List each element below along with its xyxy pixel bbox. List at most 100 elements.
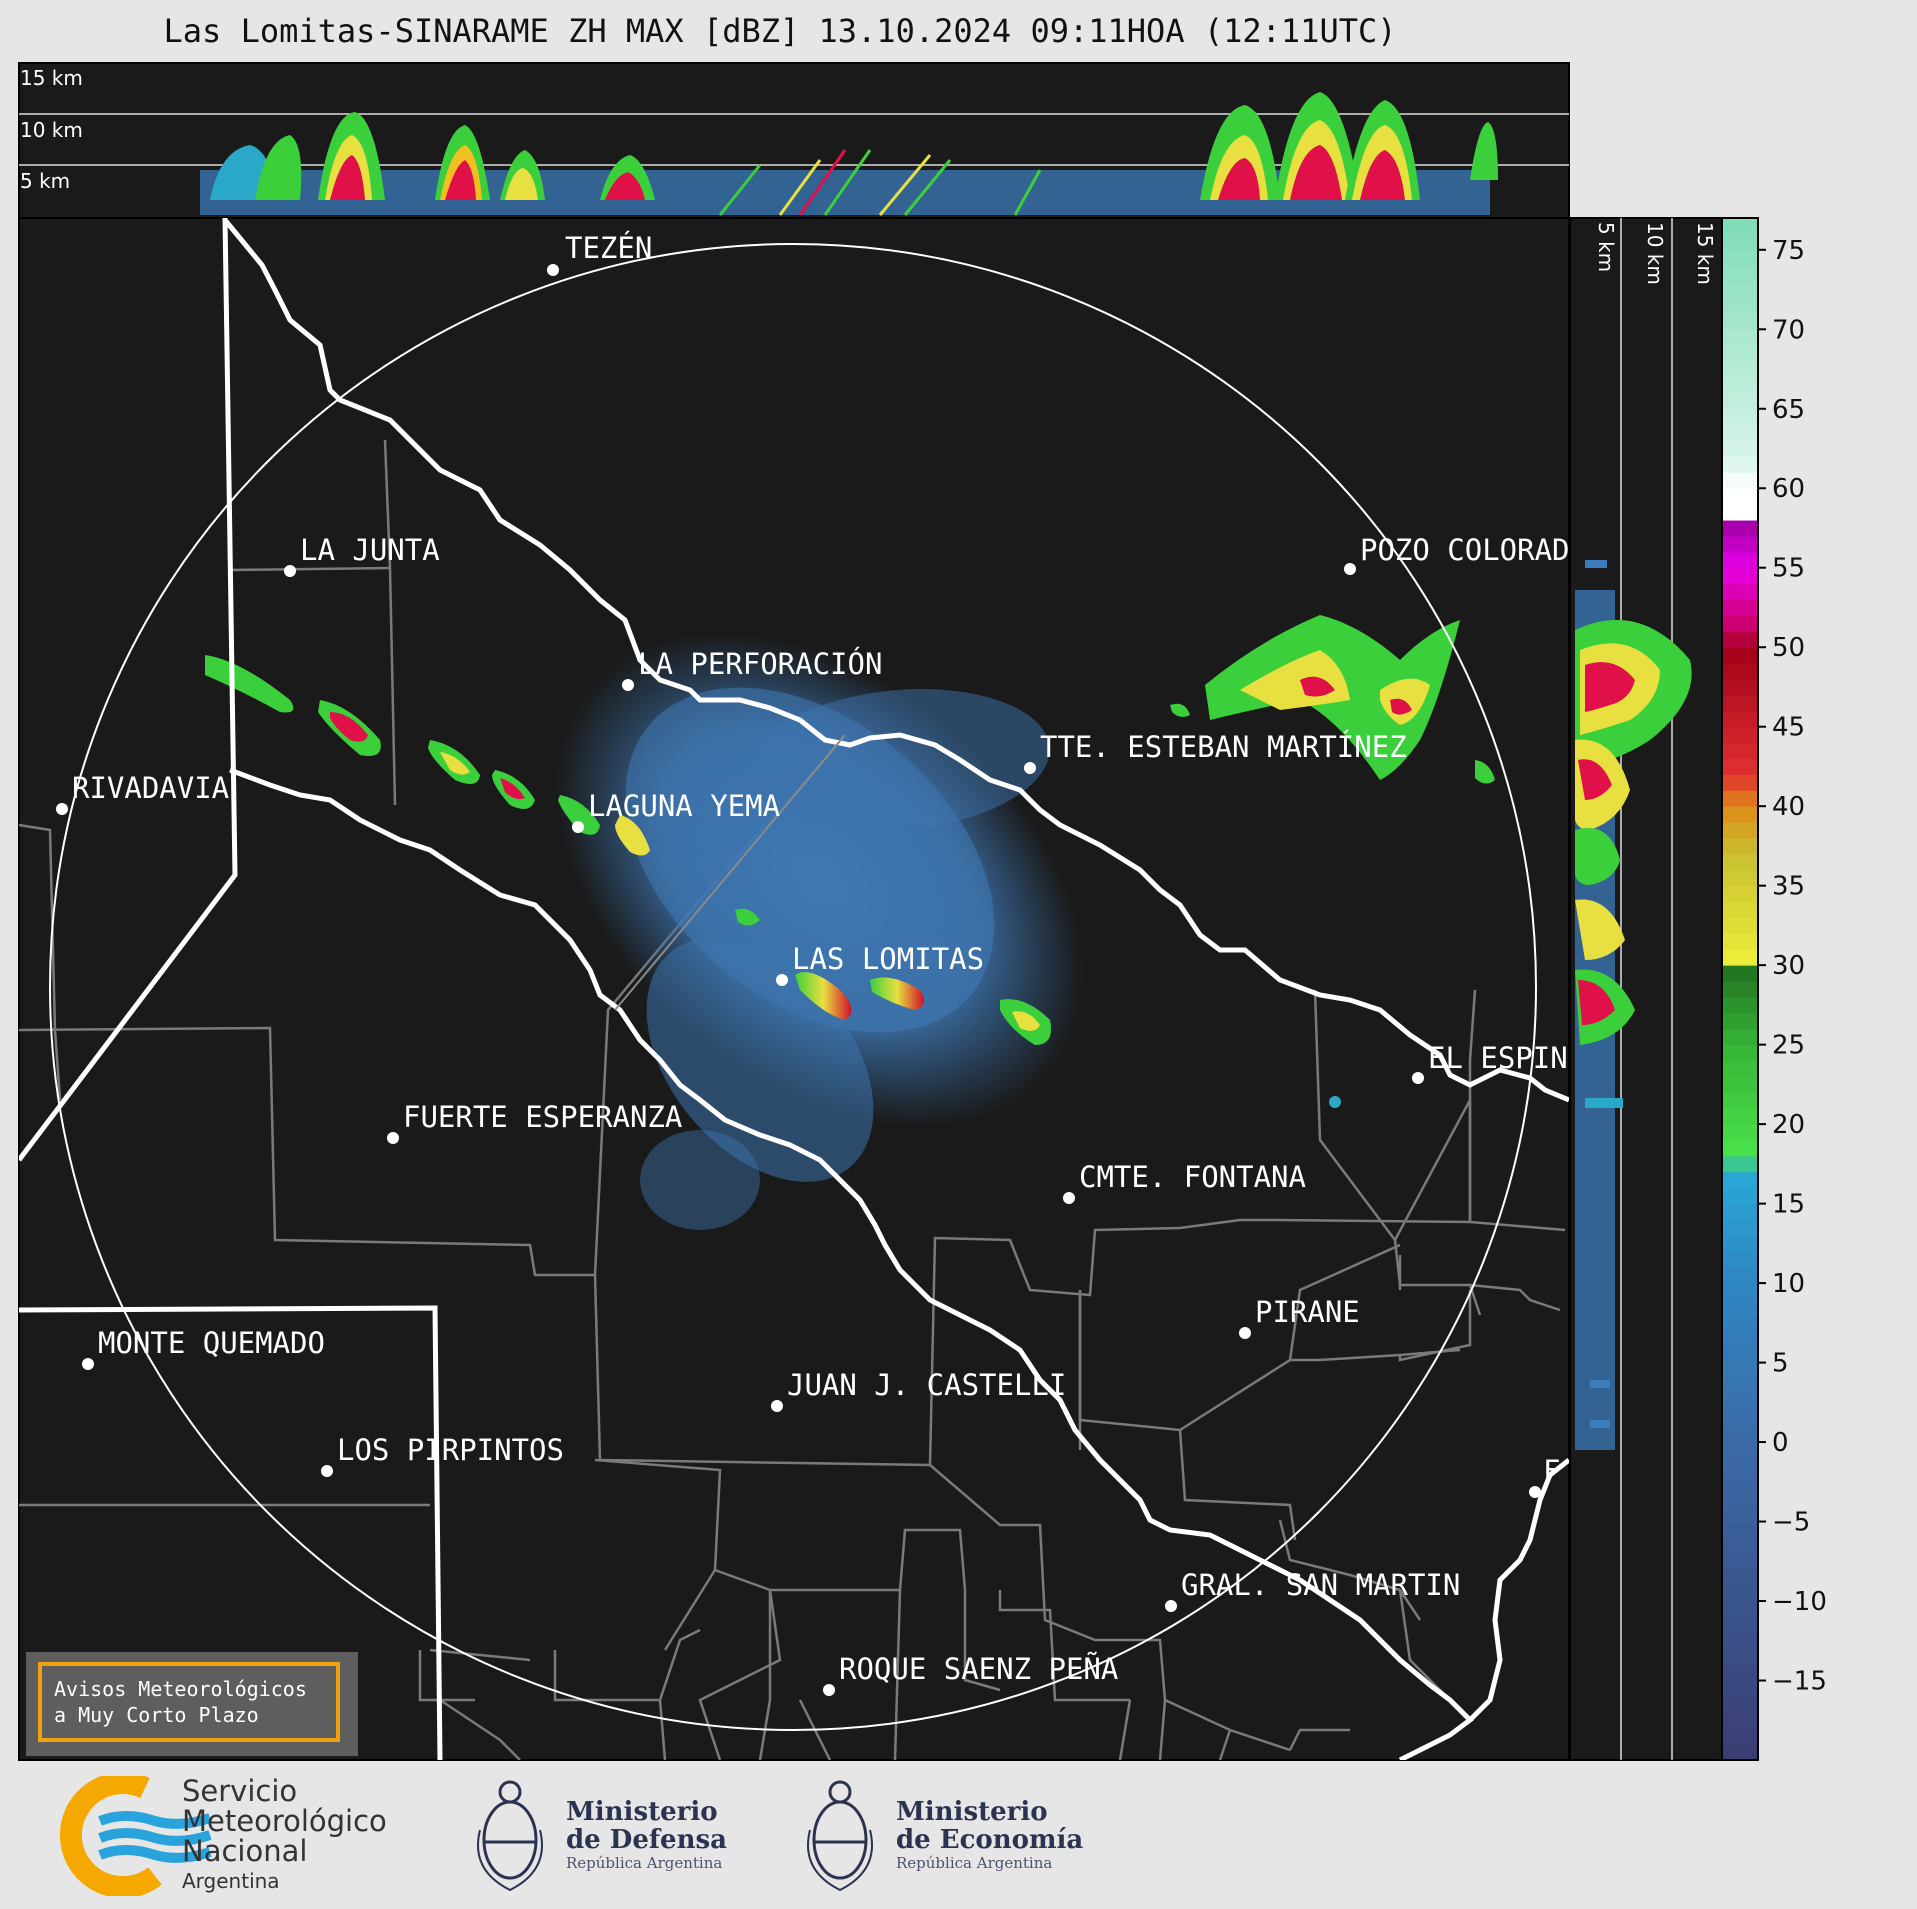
colorbar-band	[1722, 694, 1758, 712]
colorbar-band	[1722, 1585, 1758, 1602]
colorbar-band	[1722, 440, 1758, 457]
label-pozo-colorado: POZO COLORAD	[1360, 533, 1570, 567]
defensa-text: Ministerio de Defensa República Argentin…	[566, 1798, 727, 1872]
smn-line-2: Meteorológico	[182, 1804, 387, 1838]
colorbar-band	[1722, 1394, 1758, 1411]
label-roque-saenz-pena: ROQUE SAENZ PEÑA	[839, 1652, 1118, 1686]
top-panel-echoes-right	[1200, 92, 1498, 200]
top-cross-section-panel: 15 km 10 km 5 km	[18, 62, 1570, 219]
colorbar-band	[1722, 1092, 1758, 1109]
colorbar-band	[1722, 567, 1758, 585]
colorbar-tick-label: 75	[1772, 236, 1805, 266]
economia-text: Ministerio de Economía República Argenti…	[896, 1798, 1083, 1872]
defensa-line-1: Ministerio	[566, 1797, 718, 1827]
label-la-junta: LA JUNTA	[300, 533, 440, 567]
badge-line-1: Avisos Meteorológicos	[54, 1677, 307, 1701]
marker-formosa	[1529, 1486, 1541, 1498]
colorbar-band	[1722, 996, 1758, 1014]
colorbar-band	[1722, 1219, 1758, 1236]
radial-line	[614, 734, 846, 1011]
colorbar-band	[1722, 1187, 1758, 1205]
colorbar-band	[1722, 1330, 1758, 1348]
colorbar-band	[1722, 249, 1758, 267]
colorbar-band	[1722, 1569, 1758, 1586]
colorbar-band	[1722, 265, 1758, 283]
colorbar-band	[1722, 949, 1758, 966]
colorbar-band	[1722, 504, 1758, 521]
side-label-10km: 10 km	[1643, 222, 1667, 285]
colorbar-tick-label: 0	[1772, 1428, 1789, 1458]
colorbar-band	[1722, 1712, 1758, 1729]
colorbar-band	[1722, 917, 1758, 934]
colorbar-band	[1722, 218, 1758, 235]
label-cmte-fontana: CMTE. FONTANA	[1079, 1160, 1306, 1194]
colorbar-band	[1722, 1744, 1758, 1761]
colorbar-band	[1722, 806, 1758, 823]
colorbar-band	[1722, 1442, 1758, 1459]
colorbar-band	[1722, 663, 1758, 680]
colorbar-frame	[1721, 217, 1759, 1761]
colorbar-band	[1722, 1124, 1758, 1141]
colorbar-band	[1722, 1298, 1758, 1316]
smn-country: Argentina	[182, 1869, 280, 1893]
colorbar-band	[1722, 885, 1758, 903]
colorbar-band	[1722, 1108, 1758, 1125]
colorbar-band	[1722, 599, 1758, 616]
defensa-sub: República Argentina	[566, 1854, 723, 1872]
colorbar-band	[1722, 710, 1758, 728]
colorbar-tick-label: 65	[1772, 395, 1805, 425]
smn-line-1: Servicio	[182, 1774, 298, 1808]
colorbar-band	[1722, 1203, 1758, 1221]
colorbar-band	[1722, 742, 1758, 759]
label-rivadavia: RIVADAVIA	[72, 771, 229, 805]
range-ring-circle	[49, 243, 1537, 1731]
marker-tte-esteban-martinez	[1024, 762, 1036, 774]
label-las-lomitas: LAS LOMITAS	[792, 942, 984, 976]
colorbar-tick-label: 50	[1772, 633, 1805, 663]
colorbar-band	[1722, 1267, 1758, 1284]
economia-line-1: Ministerio	[896, 1797, 1048, 1827]
colorbar-tick-label: 70	[1772, 315, 1805, 345]
marker-juan-j-castelli	[771, 1400, 783, 1412]
map-title: Las Lomitas-SINARAME ZH MAX [dBZ] 13.10.…	[163, 12, 1397, 50]
colorbar-band	[1722, 647, 1758, 664]
colorbar-tick-label: 10	[1772, 1269, 1805, 1299]
side-label-5km: 5 km	[1594, 222, 1618, 272]
place-markers	[56, 264, 1541, 1696]
colorbar-band	[1722, 1505, 1758, 1523]
rivers	[223, 218, 1569, 1760]
marker-roque-saenz-pena	[823, 1684, 835, 1696]
colorbar-band	[1722, 1155, 1758, 1173]
colorbar-band	[1722, 1044, 1758, 1062]
colorbar-band	[1722, 345, 1758, 362]
colorbar-band	[1722, 1314, 1758, 1332]
colorbar-band	[1722, 1537, 1758, 1554]
marker-la-junta	[284, 565, 296, 577]
colorbar-tick-label: 5	[1772, 1349, 1789, 1379]
top-label-10km: 10 km	[20, 118, 83, 142]
label-gral-san-martin: GRAL. SAN MARTIN	[1181, 1568, 1460, 1602]
coat-of-arms-icon	[807, 1780, 873, 1892]
radar-echoes	[205, 615, 1495, 1230]
warning-badge[interactable]: Avisos Meteorológicos a Muy Corto Plazo	[38, 1662, 340, 1742]
colorbar-tick-label: −5	[1772, 1508, 1810, 1538]
colorbar-band	[1722, 774, 1758, 791]
colorbar-band	[1722, 1616, 1758, 1634]
colorbar-band	[1722, 313, 1758, 330]
colorbar-band	[1722, 472, 1758, 489]
economia-line-2: de Economía	[896, 1825, 1084, 1855]
marker-los-pirpintos	[321, 1465, 333, 1477]
colorbar-band	[1722, 408, 1758, 426]
colorbar-band	[1722, 1601, 1758, 1618]
marker-gral-san-martin	[1165, 1600, 1177, 1612]
colorbar-bands	[1722, 218, 1758, 1761]
colorbar-band	[1722, 981, 1758, 998]
colorbar-band	[1722, 361, 1758, 378]
label-los-pirpintos: LOS PIRPINTOS	[337, 1433, 564, 1467]
colorbar-band	[1722, 583, 1758, 601]
economia-sub: República Argentina	[896, 1854, 1053, 1872]
smn-name: Servicio Meteorológico Nacional Argentin…	[182, 1776, 387, 1896]
colorbar-tick-label: −15	[1772, 1667, 1827, 1697]
colorbar-band	[1722, 1028, 1758, 1046]
